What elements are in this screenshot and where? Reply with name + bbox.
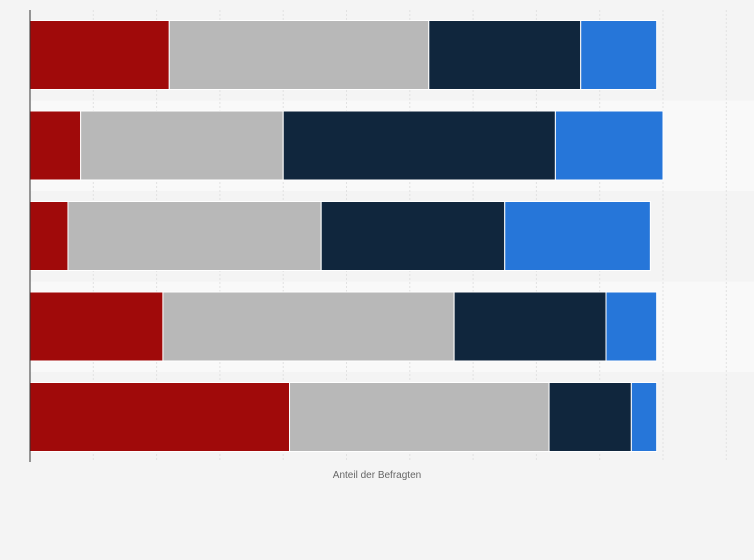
bar-segment-4-3 <box>453 291 607 362</box>
bar-segment-5-1 <box>29 382 291 452</box>
bar-segment-1-1 <box>29 20 170 90</box>
bar-segment-2-1 <box>29 110 82 181</box>
bars <box>29 20 664 452</box>
bar-segment-3-3 <box>320 201 506 271</box>
bar-segment-5-2 <box>289 382 550 452</box>
bar-segment-3-4 <box>504 201 651 271</box>
bar-segment-2-2 <box>80 110 284 181</box>
bar-segment-2-3 <box>282 110 556 181</box>
bar-segment-2-4 <box>554 110 664 181</box>
bar-segment-3-1 <box>29 201 69 271</box>
bar-segment-5-3 <box>548 382 632 452</box>
bar-segment-4-4 <box>605 291 658 362</box>
bar-segment-5-4 <box>630 382 658 452</box>
bar-segment-3-2 <box>67 201 322 271</box>
bar-segment-1-3 <box>428 20 582 90</box>
bar-segment-1-4 <box>580 20 658 90</box>
bar-segment-4-1 <box>29 291 164 362</box>
bar-segment-4-2 <box>162 291 455 362</box>
x-axis-label: Anteil der Befragten <box>333 470 421 481</box>
bar-segment-1-2 <box>168 20 430 90</box>
